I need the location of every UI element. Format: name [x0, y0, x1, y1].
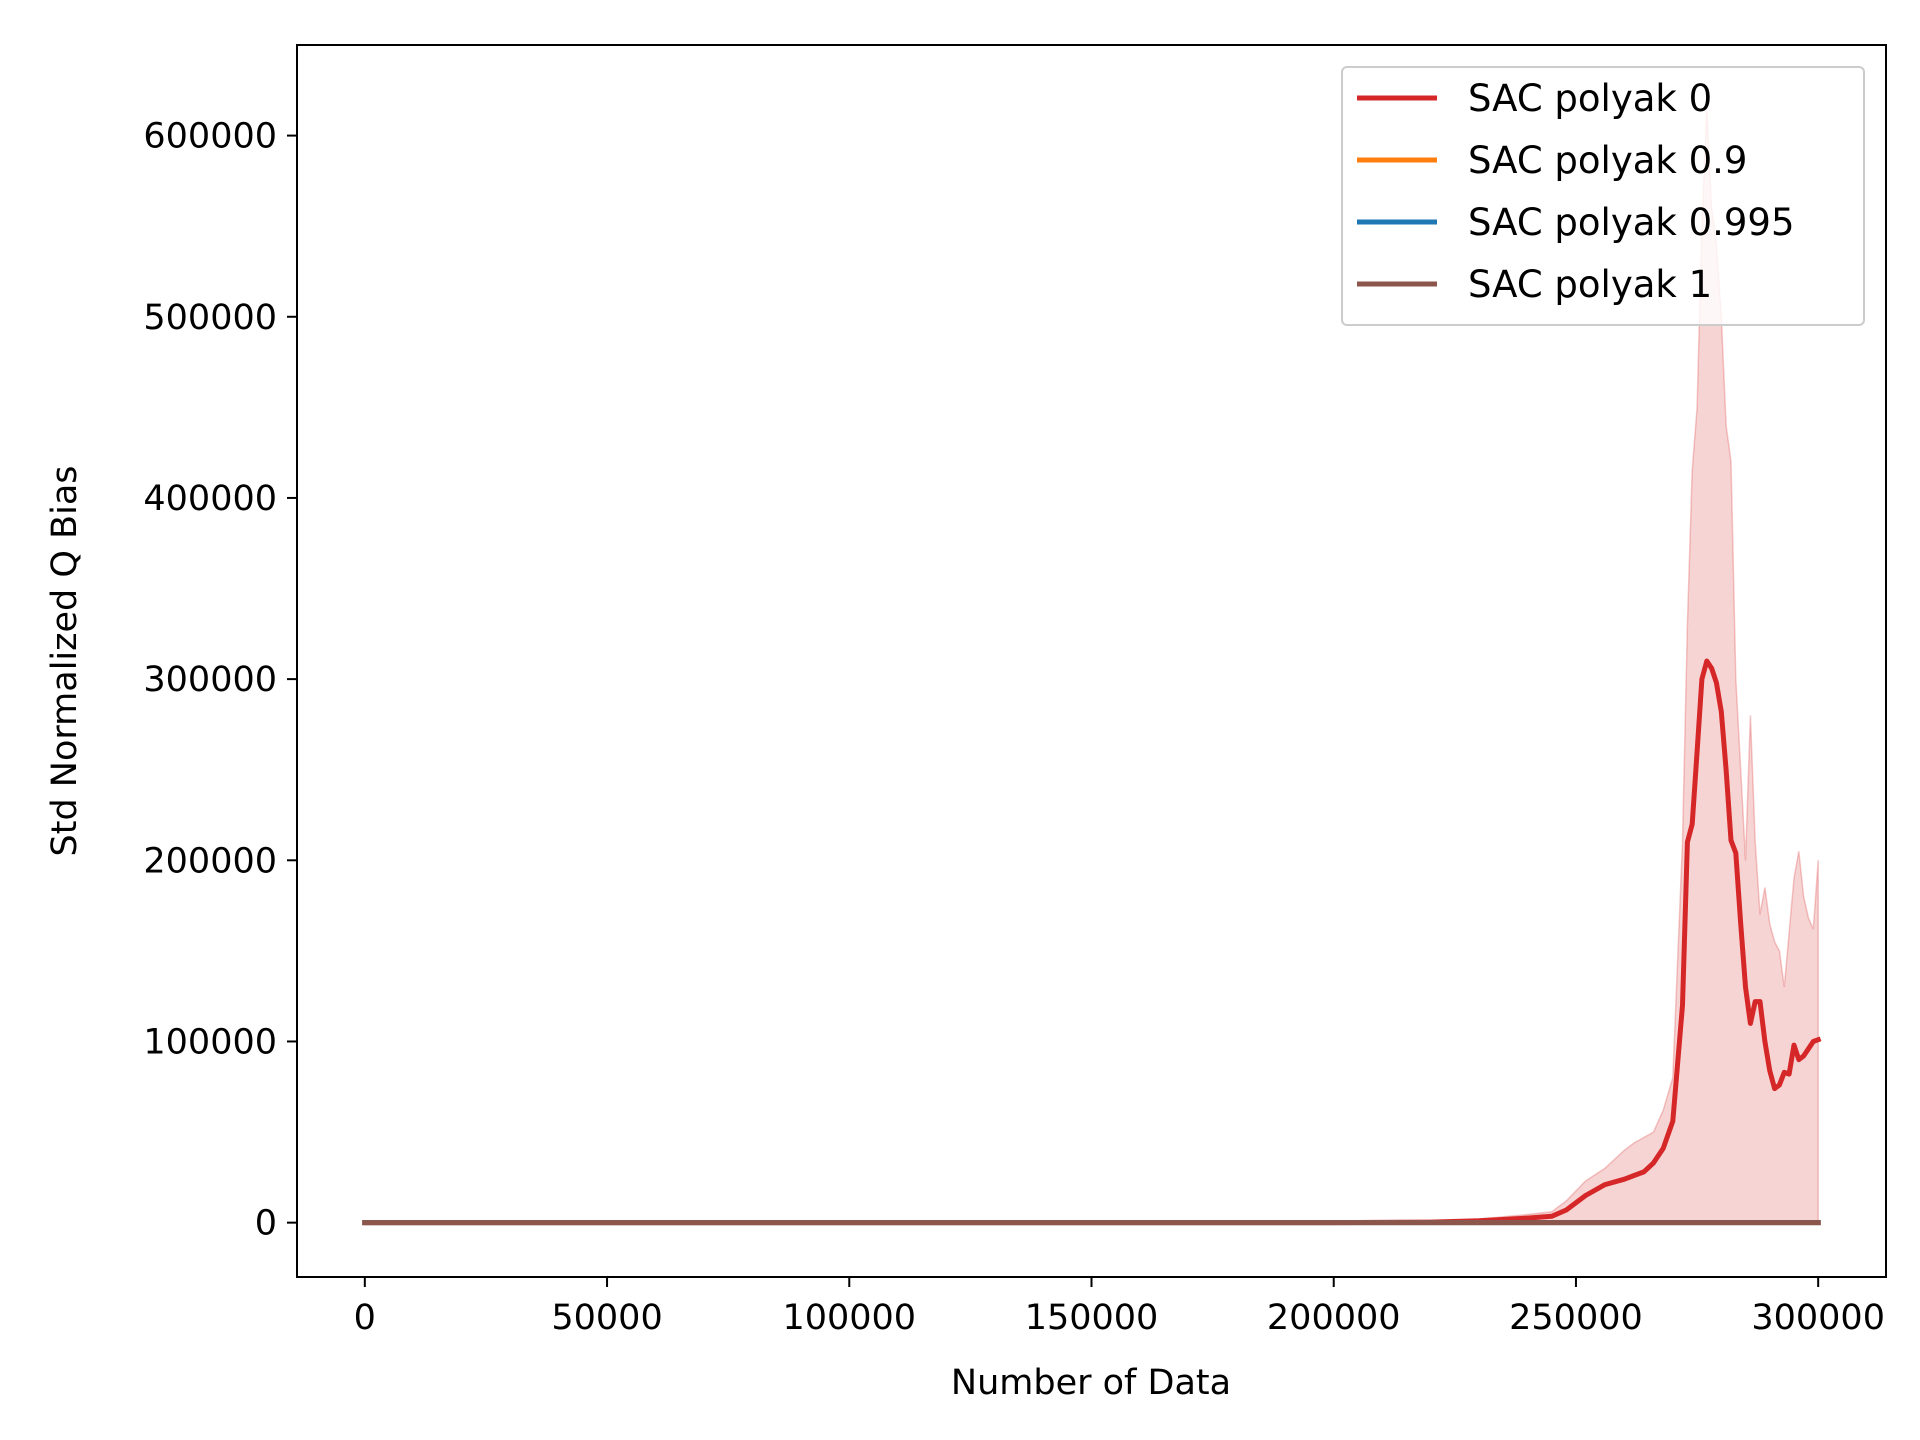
y-tick-label: 500000	[143, 298, 277, 338]
legend-label-1: SAC polyak 0.9	[1468, 139, 1747, 182]
legend-label-3: SAC polyak 1	[1468, 263, 1712, 306]
x-tick-label: 0	[354, 1298, 376, 1338]
x-tick-label: 250000	[1509, 1298, 1643, 1338]
legend-frame	[1341, 66, 1865, 326]
x-tick-label: 200000	[1267, 1298, 1401, 1338]
y-axis: 0 100000 200000 300000 400000 500000 600000	[143, 117, 297, 1244]
legend-label-2: SAC polyak 0.995	[1468, 201, 1795, 244]
x-tick-label: 300000	[1751, 1298, 1885, 1338]
y-tick-label: 100000	[143, 1022, 277, 1062]
legend: SAC polyak 0 SAC polyak 0.9 SAC polyak 0.9…	[1341, 66, 1865, 326]
y-tick-label: 400000	[143, 479, 277, 519]
y-tick-label: 0	[255, 1204, 277, 1244]
x-axis-label: Number of Data	[951, 1363, 1231, 1403]
y-tick-label: 300000	[143, 660, 277, 700]
x-tick-label: 150000	[1025, 1298, 1159, 1338]
y-axis-label: Std Normalized Q Bias	[45, 466, 85, 857]
x-tick-label: 100000	[782, 1298, 916, 1338]
x-tick-label: 50000	[551, 1298, 662, 1338]
y-tick-label: 600000	[143, 117, 277, 157]
series-line-0	[362, 658, 1822, 1226]
series-lines-layer	[362, 658, 1822, 1226]
y-tick-label: 200000	[143, 841, 277, 881]
x-axis: 0 50000 100000 150000 200000 250000 300000	[354, 1277, 1885, 1338]
legend-label-0: SAC polyak 0	[1468, 77, 1712, 120]
